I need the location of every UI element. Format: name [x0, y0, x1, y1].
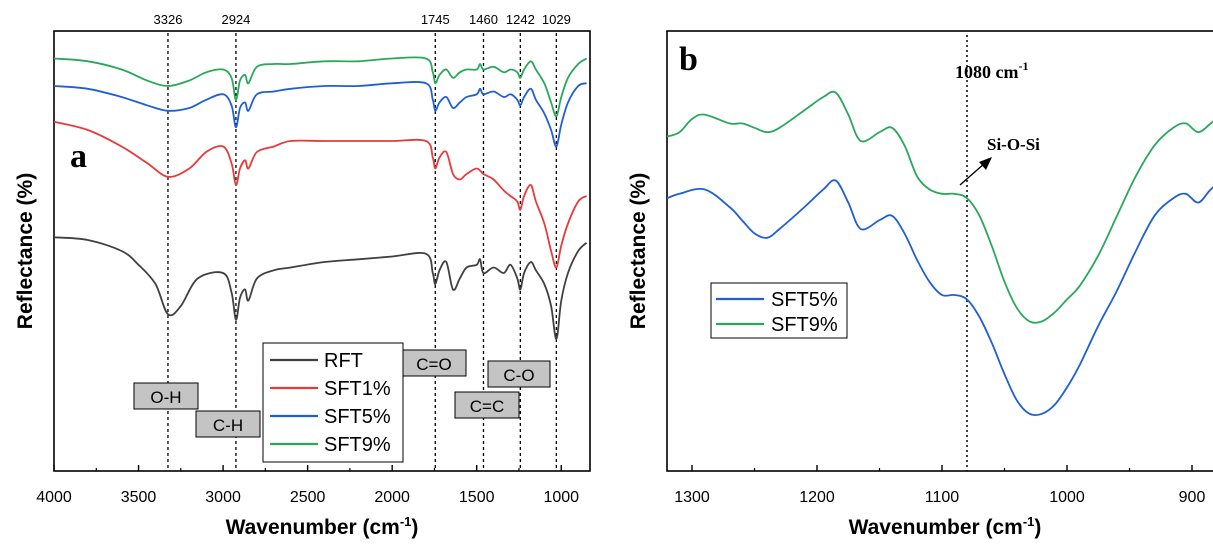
panel-b-x-axis-label: Wavenumber (cm-1): [849, 514, 1042, 539]
legend-label-b-sft5pct: SFT5%: [771, 289, 838, 311]
panel-b-plot-frame: [666, 30, 1213, 472]
panel-b-y-axis-label: Reflectance (%): [627, 173, 650, 329]
annotation-oh: O-H: [150, 388, 181, 407]
arrow-head-icon: [979, 157, 992, 170]
annotation-box-oh: [133, 382, 199, 410]
legend-label-a-sft5pct: SFT5%: [324, 406, 391, 428]
panel-a-legend-box: [262, 342, 404, 463]
x-tick-label-a-4000: 4000: [36, 489, 72, 506]
x-tick-label-a-1500: 1500: [459, 489, 495, 506]
annotation-co-single: C-O: [503, 366, 534, 385]
x-tick-label-a-1000: 1000: [543, 489, 579, 506]
panel-a-annotation-oh: O-H: [133, 382, 199, 410]
peak-label-1029: 1029: [542, 12, 571, 27]
peak-label-1242: 1242: [506, 12, 535, 27]
legend-label-a-rft: RFT: [324, 350, 363, 372]
panel-a-label: a: [70, 138, 87, 175]
panel-b-legend-items: SFT5% SFT9%: [716, 289, 838, 336]
panel-b: b 1080 cm-1 Si-O-Si SFT5%SFT9% 1300 1200 1…: [627, 30, 1213, 539]
peak-label-1745: 1745: [421, 12, 450, 27]
series-line-a-sft5pct: [53, 81, 587, 148]
panel-a-peak-labels: 3326 2924 1745 1460 1242 1029: [154, 12, 571, 27]
panel-b-legend: SFT5% SFT9%: [710, 282, 848, 339]
panel-a-annotation-cc: C=C: [454, 391, 520, 419]
panel-a-plot-frame: [53, 30, 591, 472]
annotation-cc: C=C: [470, 397, 504, 416]
panel-a-x-axis-label: Wavenumber (cm-1): [226, 514, 419, 539]
series-line-a-rft: [53, 236, 588, 340]
peak-label-2924: 2924: [221, 12, 250, 27]
x-tick-label-b-1000: 1000: [1049, 489, 1085, 506]
x-tick-label-b-1100: 1100: [925, 489, 960, 506]
annotation-box-co-double: [401, 349, 467, 377]
peak-label-1460: 1460: [469, 12, 498, 27]
annotation-box-ch: [195, 410, 261, 438]
panel-a-annotation-co-double: C=O: [401, 349, 467, 377]
series-line-b-sft9pct: [666, 90, 1213, 324]
panel-a-legend-items: RFT SFT1% SFT5% SFT9%: [270, 350, 391, 456]
x-tick-label-b-1200: 1200: [799, 489, 835, 506]
annotation-co-double: C=O: [416, 355, 451, 374]
peak-label-3326: 3326: [154, 12, 183, 27]
x-tick-label-a-2500: 2500: [290, 489, 326, 506]
panel-b-vline-label: 1080 cm-1: [955, 59, 1028, 82]
panel-b-label: b: [679, 41, 698, 78]
x-tick-label-b-900: 900: [1179, 489, 1206, 506]
panel-a-series: [53, 56, 588, 340]
series-line-a-sft1pct: [53, 120, 588, 269]
panel-b-legend-box: [710, 282, 848, 339]
annotation-box-cc: [454, 391, 520, 419]
panel-a-y-axis-label: Reflectance (%): [14, 173, 37, 329]
x-tick-label-a-2000: 2000: [374, 489, 410, 506]
panel-a-annotation-ch: C-H: [195, 410, 261, 438]
panel-b-series: [666, 90, 1213, 417]
x-tick-label-b-1300: 1300: [674, 489, 710, 506]
series-line-b-sft5pct: [666, 179, 1213, 417]
panel-b-arrow-annotation: Si-O-Si: [959, 135, 1040, 186]
panel-a-annotation-co-single: C-O: [487, 360, 551, 388]
series-line-a-sft9pct: [53, 56, 588, 118]
legend-label-b-sft9pct: SFT9%: [771, 314, 838, 336]
annotation-si-o-si: Si-O-Si: [987, 135, 1040, 154]
legend-label-a-sft1pct: SFT1%: [324, 378, 391, 400]
annotation-box-co-single: [487, 360, 551, 388]
annotation-ch: C-H: [213, 416, 243, 435]
x-tick-label-a-3000: 3000: [205, 489, 241, 506]
annotation-arrow: [959, 162, 986, 186]
x-tick-label-a-3500: 3500: [121, 489, 157, 506]
panel-b-x-ticks: 1300 1200 1100 1000 900: [674, 465, 1205, 506]
legend-label-a-sft9pct: SFT9%: [324, 434, 391, 456]
panel-a-x-ticks: 4000 3500 3000 2500 2000 1500 1000: [36, 465, 579, 506]
panel-a: 3326 2924 1745 1460 1242 1029 a O-H C-H C=O C…: [14, 12, 591, 539]
panel-a-legend: RFT SFT1% SFT5% SFT9%: [262, 342, 404, 463]
